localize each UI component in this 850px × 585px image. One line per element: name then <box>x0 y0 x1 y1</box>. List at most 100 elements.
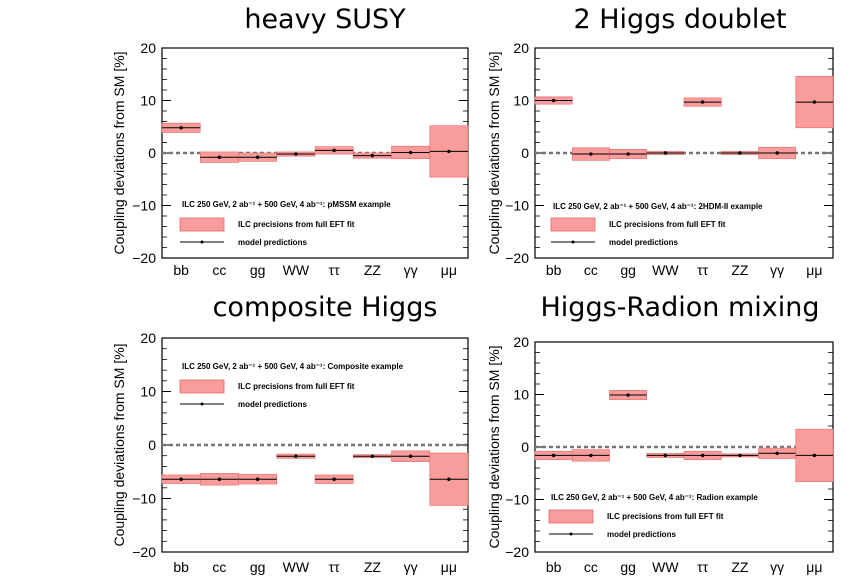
prediction-marker <box>217 477 222 481</box>
prediction-marker <box>551 453 556 458</box>
prediction-marker <box>775 151 779 155</box>
prediction-marker <box>700 453 705 458</box>
y-tick-label: 10 <box>513 93 529 109</box>
prediction-marker <box>626 393 630 397</box>
prediction-marker <box>812 453 817 458</box>
x-tick-label: cc <box>584 262 598 278</box>
x-tick-label: gg <box>620 262 636 278</box>
prediction-marker <box>812 100 817 104</box>
x-tick-label: γγ <box>770 262 784 278</box>
prediction-marker <box>589 152 593 156</box>
x-tick-label: ZZ <box>364 262 382 278</box>
prediction-marker <box>551 98 556 103</box>
x-tick-label: bb <box>173 559 189 575</box>
legend-band-swatch <box>548 509 594 524</box>
y-tick-label: −10 <box>505 198 529 214</box>
y-tick-label: −20 <box>505 544 529 560</box>
x-tick-label: WW <box>283 559 310 575</box>
x-tick-label: bb <box>546 262 562 278</box>
panel-title: heavy SUSY <box>244 4 406 35</box>
coupling-chart: 20 10 0 −10 −20 Coupling deviations from SM [… <box>111 330 469 575</box>
prediction-marker <box>738 151 742 155</box>
panel-title: Higgs-Radion mixing <box>540 292 820 323</box>
y-tick-label: 20 <box>513 40 529 56</box>
legend-band-label: ILC precisions from full EFT fit <box>238 382 355 391</box>
legend-marker-swatch <box>200 240 204 244</box>
prediction-marker <box>179 477 183 481</box>
prediction-marker <box>408 454 413 458</box>
x-tick-label: bb <box>546 559 562 575</box>
y-tick-label: 0 <box>148 437 156 453</box>
prediction-marker <box>294 152 298 156</box>
prediction-marker <box>447 477 451 481</box>
prediction-marker <box>738 453 742 458</box>
panel-2-higgs-doublet: 2 Higgs doublet 20 10 0 −10 −20 Coupling devi… <box>485 0 845 285</box>
legend-band-label: ILC precisions from full EFT fit <box>607 512 724 521</box>
x-tick-label: cc <box>584 559 598 575</box>
y-tick-label: 0 <box>148 145 156 161</box>
y-tick-label: −20 <box>505 250 529 266</box>
x-tick-label: WW <box>652 559 679 575</box>
legend-band-label: ILC precisions from full EFT fit <box>609 220 726 229</box>
prediction-marker <box>700 100 705 104</box>
y-tick-label: −10 <box>132 491 156 507</box>
legend-line-label: model predictions <box>607 530 676 539</box>
prediction-marker <box>775 451 779 455</box>
y-axis-title: Coupling deviations from SM [%] <box>111 343 127 546</box>
x-tick-label: γγ <box>770 559 784 575</box>
x-tick-label: μμ <box>806 262 822 278</box>
legend-marker-swatch <box>569 532 573 536</box>
prediction-marker <box>332 148 336 153</box>
legend-marker-swatch <box>200 402 204 406</box>
x-tick-label: ττ <box>329 262 341 278</box>
prediction-marker <box>589 453 593 458</box>
x-tick-label: μμ <box>441 559 457 575</box>
panel-heavy-susy: heavy SUSY 20 10 0 −10 −20 Coupling deviation… <box>110 0 480 285</box>
panel-composite-higgs: composite Higgs 20 10 0 −10 −20 Coupling devi… <box>110 290 480 585</box>
prediction-marker <box>447 149 451 154</box>
x-tick-label: ττ <box>697 559 709 575</box>
y-tick-label: 10 <box>513 387 529 403</box>
chart-annotation: ILC 250 GeV, 2 ab⁻¹ + 500 GeV, 4 ab⁻¹: C… <box>182 362 404 371</box>
x-tick-label: cc <box>212 262 226 278</box>
y-tick-label: 10 <box>140 384 156 400</box>
prediction-marker <box>626 152 630 156</box>
x-tick-label: gg <box>620 559 636 575</box>
y-tick-label: −20 <box>132 544 156 560</box>
y-tick-label: 10 <box>140 93 156 109</box>
panel-title: 2 Higgs doublet <box>573 4 787 35</box>
legend-band-swatch <box>179 217 225 232</box>
x-tick-label: γγ <box>404 262 418 278</box>
legend-line-label: model predictions <box>609 238 678 247</box>
y-tick-label: 20 <box>140 330 156 346</box>
x-tick-label: μμ <box>441 262 457 278</box>
legend-marker-swatch <box>571 240 575 244</box>
x-tick-label: ττ <box>329 559 341 575</box>
y-tick-label: 20 <box>513 334 529 350</box>
prediction-marker <box>663 453 668 458</box>
y-axis-title: Coupling deviations from SM [%] <box>486 345 502 548</box>
x-tick-label: bb <box>173 262 189 278</box>
prediction-marker <box>408 150 413 155</box>
legend-band-label: ILC precisions from full EFT fit <box>238 220 355 229</box>
x-tick-label: ZZ <box>364 559 382 575</box>
chart-annotation: ILC 250 GeV, 2 ab⁻¹ + 500 GeV, 4 ab⁻¹: p… <box>182 200 391 209</box>
prediction-marker <box>370 153 375 158</box>
legend-line-label: model predictions <box>238 238 307 247</box>
x-tick-label: ττ <box>697 262 709 278</box>
y-tick-label: 0 <box>521 145 529 161</box>
panel-higgs-radion-mixing: Higgs-Radion mixing 20 10 0 −10 −20 Coupling … <box>485 290 845 585</box>
legend-band-swatch <box>550 217 596 232</box>
prediction-marker <box>179 126 183 130</box>
y-tick-label: 0 <box>521 439 529 455</box>
panel-title: composite Higgs <box>212 292 438 323</box>
x-tick-label: μμ <box>806 559 822 575</box>
prediction-marker <box>255 155 260 159</box>
prediction-marker <box>217 155 222 159</box>
x-tick-label: ZZ <box>731 262 749 278</box>
chart-annotation: ILC 250 GeV, 2 ab⁻¹ + 500 GeV, 4 ab⁻¹: R… <box>551 493 758 502</box>
y-axis-title: Coupling deviations from SM [%] <box>111 51 127 254</box>
y-tick-label: −10 <box>505 492 529 508</box>
